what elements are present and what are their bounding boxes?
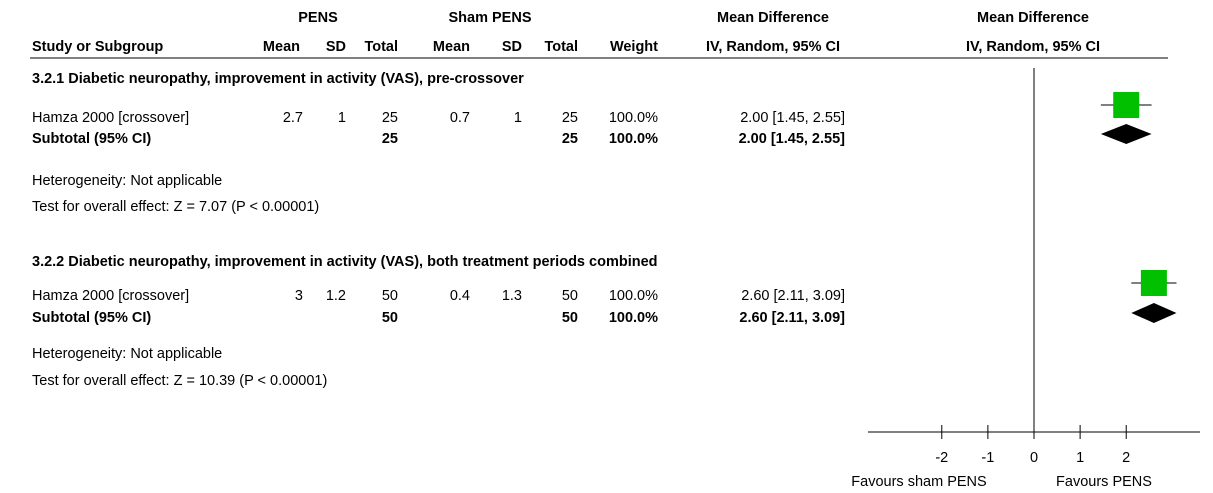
column-header: SD <box>326 39 346 55</box>
subtotal-diamond <box>1100 124 1152 144</box>
overall-test: Test for overall effect: Z = 7.07 (P < 0… <box>32 199 319 215</box>
study-effect: 2.60 [2.11, 3.09] <box>741 288 845 304</box>
study-mean2: 0.7 <box>450 110 470 126</box>
subtotal-name: Subtotal (95% CI) <box>32 310 151 326</box>
x-tick-label: -1 <box>981 450 994 466</box>
study-mean2: 0.4 <box>450 288 470 304</box>
study-mean1: 3 <box>295 288 303 304</box>
subtotal-effect: 2.00 [1.45, 2.55] <box>739 131 846 147</box>
subtotal-effect: 2.60 [2.11, 3.09] <box>739 310 845 326</box>
study-sd2: 1.3 <box>502 288 522 304</box>
group2-header: Sham PENS <box>449 10 532 26</box>
heterogeneity: Heterogeneity: Not applicable <box>32 173 222 189</box>
favours-left: Favours sham PENS <box>851 474 986 490</box>
study-name: Hamza 2000 [crossover] <box>32 110 189 126</box>
column-header: IV, Random, 95% CI <box>706 39 840 55</box>
subtotal-n2: 25 <box>562 131 578 147</box>
x-tick-label: 2 <box>1122 450 1130 466</box>
study-n2: 50 <box>562 288 578 304</box>
study-n1: 50 <box>382 288 398 304</box>
study-sd2: 1 <box>514 110 522 126</box>
study-n1: 25 <box>382 110 398 126</box>
group1-header: PENS <box>298 10 338 26</box>
study-weight: 100.0% <box>609 288 658 304</box>
subtotal-name: Subtotal (95% CI) <box>32 131 151 147</box>
column-header: Study or Subgroup <box>32 39 163 55</box>
column-header: IV, Random, 95% CI <box>966 39 1100 55</box>
study-mean1: 2.7 <box>283 110 303 126</box>
subtotal-n1: 25 <box>382 131 398 147</box>
effect-square <box>1113 92 1140 118</box>
study-sd1: 1.2 <box>326 288 346 304</box>
plot-header: Mean Difference <box>977 10 1089 26</box>
column-header: Mean <box>433 39 470 55</box>
effect-header: Mean Difference <box>717 10 829 26</box>
column-header: Mean <box>263 39 300 55</box>
column-header: SD <box>502 39 522 55</box>
subtotal-weight: 100.0% <box>609 310 658 326</box>
column-header: Weight <box>610 39 658 55</box>
study-sd1: 1 <box>338 110 346 126</box>
x-tick-label: 1 <box>1076 450 1084 466</box>
subtotal-weight: 100.0% <box>609 131 658 147</box>
subgroup-title: 3.2.1 Diabetic neuropathy, improvement i… <box>32 71 524 87</box>
study-effect: 2.00 [1.45, 2.55] <box>740 110 845 126</box>
heterogeneity: Heterogeneity: Not applicable <box>32 346 222 362</box>
column-header: Total <box>364 39 398 55</box>
x-tick-label: -2 <box>935 450 948 466</box>
overall-test: Test for overall effect: Z = 10.39 (P < … <box>32 373 327 389</box>
subtotal-n1: 50 <box>382 310 398 326</box>
effect-square <box>1140 270 1167 296</box>
study-weight: 100.0% <box>609 110 658 126</box>
study-n2: 25 <box>562 110 578 126</box>
subgroup-title: 3.2.2 Diabetic neuropathy, improvement i… <box>32 254 658 270</box>
x-tick-label: 0 <box>1030 450 1038 466</box>
subtotal-n2: 50 <box>562 310 578 326</box>
study-name: Hamza 2000 [crossover] <box>32 288 189 304</box>
favours-right: Favours PENS <box>1056 474 1152 490</box>
column-header: Total <box>544 39 578 55</box>
subtotal-diamond <box>1131 303 1177 323</box>
